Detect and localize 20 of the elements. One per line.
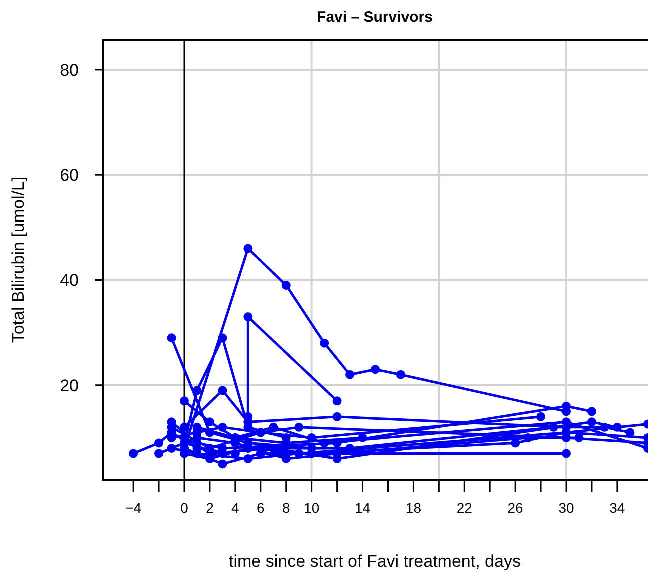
x-tick-label: 30	[558, 500, 574, 516]
x-tick-label: 6	[257, 500, 265, 516]
x-tick-label: 10	[304, 500, 320, 516]
x-tick-label: 8	[282, 500, 290, 516]
x-tick-label: 26	[508, 500, 524, 516]
x-tick-label: 0	[180, 500, 189, 516]
y-axis-title: Total Bilirubin [umol/L]	[9, 176, 28, 344]
x-axis-title: time since start of Favi treatment, days	[229, 552, 521, 571]
y-tick-label: 20	[60, 376, 79, 396]
y-tick-label: 40	[60, 271, 79, 290]
x-tick-label: 4	[232, 500, 240, 516]
y-tick-label: 80	[60, 60, 79, 80]
x-tick-label: 34	[610, 500, 626, 516]
x-tick-label: 18	[406, 500, 422, 516]
y-tick-label: 60	[60, 166, 79, 186]
x-tick-label: 2	[206, 500, 214, 516]
x-tick-label: −4	[126, 500, 142, 516]
x-tick-label: 22	[456, 500, 473, 516]
chart-title: Favi – Survivors	[317, 9, 433, 26]
x-tick-label: 14	[354, 500, 371, 516]
